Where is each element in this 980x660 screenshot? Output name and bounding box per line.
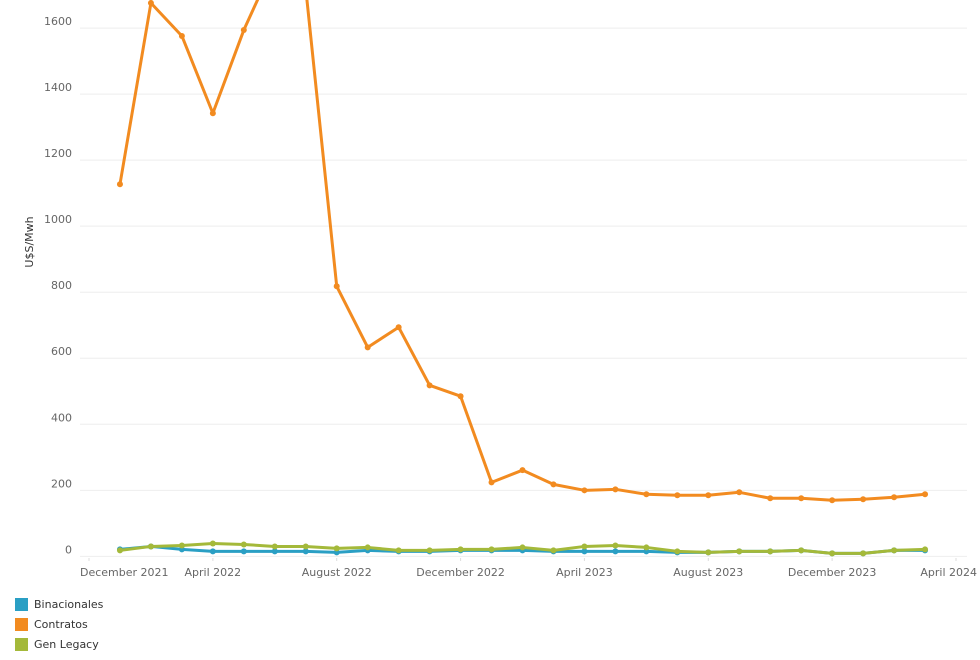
data-point <box>612 548 619 555</box>
data-point <box>829 550 836 557</box>
data-point <box>178 542 185 549</box>
plot <box>116 0 929 557</box>
series-line <box>118 0 926 502</box>
data-point <box>395 547 402 554</box>
y-tick-label: 1200 <box>44 147 72 160</box>
data-point <box>860 550 867 557</box>
data-point <box>116 181 123 188</box>
data-point <box>116 547 123 554</box>
legend-label: Binacionales <box>34 598 104 611</box>
x-tick-label: April 2024 <box>920 566 977 579</box>
data-point <box>240 27 247 34</box>
data-point <box>364 344 371 351</box>
data-point <box>457 546 464 553</box>
legend: Binacionales Contratos Gen Legacy <box>15 598 104 651</box>
data-point <box>333 283 340 290</box>
data-point <box>860 496 867 503</box>
data-point <box>829 497 836 504</box>
data-point <box>426 382 433 389</box>
data-point <box>891 494 898 501</box>
y-axis-label: U$S/Mwh <box>23 216 36 267</box>
data-point <box>488 479 495 486</box>
data-point <box>705 492 712 499</box>
data-point <box>612 486 619 493</box>
y-tick-label: 800 <box>51 279 72 292</box>
data-point <box>550 481 557 488</box>
y-tick-label: 1000 <box>44 213 72 226</box>
data-point <box>705 549 712 556</box>
data-point <box>209 110 216 117</box>
data-point <box>240 541 247 548</box>
data-point <box>209 540 216 547</box>
x-tick-label: August 2023 <box>673 566 743 579</box>
data-point <box>519 544 526 551</box>
legend-label: Contratos <box>34 618 88 631</box>
data-point <box>333 545 340 552</box>
data-point <box>736 548 743 555</box>
data-point <box>581 487 588 494</box>
legend-swatch <box>15 618 28 631</box>
legend-swatch <box>15 598 28 611</box>
data-point <box>147 0 154 6</box>
data-point <box>643 491 650 498</box>
data-point <box>302 548 309 555</box>
data-point <box>302 543 309 550</box>
data-point <box>767 495 774 502</box>
y-tick-label: 200 <box>51 477 72 490</box>
data-point <box>209 548 216 555</box>
data-point <box>612 542 619 549</box>
data-point <box>271 543 278 550</box>
data-point <box>674 492 681 499</box>
x-tick-label: December 2022 <box>416 566 505 579</box>
data-point <box>395 324 402 331</box>
data-point <box>674 548 681 555</box>
data-point <box>364 544 371 551</box>
data-point <box>891 547 898 554</box>
data-point <box>178 32 185 39</box>
data-point <box>922 546 929 553</box>
y-tick-label: 400 <box>51 411 72 424</box>
legend-swatch <box>15 638 28 651</box>
data-point <box>581 548 588 555</box>
data-point <box>550 547 557 554</box>
data-point <box>426 547 433 554</box>
data-point <box>519 467 526 474</box>
data-point <box>240 548 247 555</box>
data-point <box>767 548 774 555</box>
data-point <box>457 393 464 400</box>
data-point <box>147 543 154 550</box>
x-tick-label: December 2021 <box>80 566 169 579</box>
y-tick-label: 600 <box>51 345 72 358</box>
legend-label: Gen Legacy <box>34 638 99 651</box>
y-tick-label: 0 <box>65 543 72 556</box>
x-tick-label: April 2022 <box>185 566 242 579</box>
x-tick-label: December 2023 <box>788 566 877 579</box>
data-point <box>798 495 805 502</box>
data-point <box>581 543 588 550</box>
data-point <box>488 546 495 553</box>
data-point <box>922 491 929 498</box>
data-point <box>736 489 743 496</box>
data-point <box>643 544 650 551</box>
y-tick-label: 1400 <box>44 81 72 94</box>
data-point <box>798 547 805 554</box>
y-tick-label: 1600 <box>44 15 72 28</box>
data-point <box>271 548 278 555</box>
x-tick-label: April 2023 <box>556 566 613 579</box>
x-tick-label: August 2022 <box>302 566 372 579</box>
